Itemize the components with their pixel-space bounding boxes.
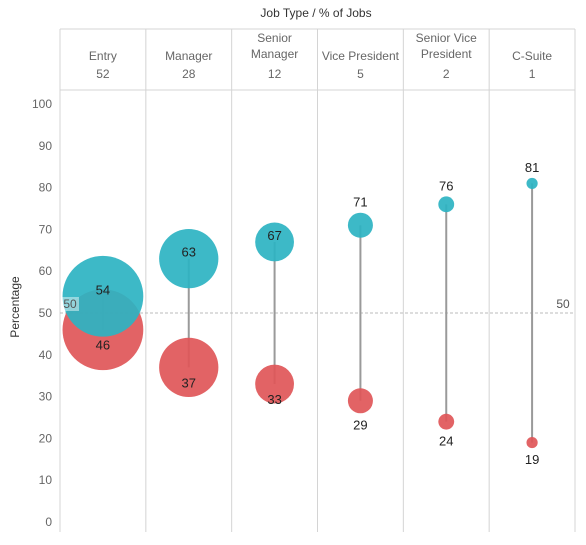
- y-tick-label: 100: [32, 97, 52, 111]
- y-tick-label: 40: [39, 348, 53, 362]
- category-label: Senior: [257, 31, 292, 45]
- category-label: Entry: [89, 49, 117, 63]
- upper-value-label: 54: [96, 282, 110, 297]
- chart-frame: [59, 28, 576, 532]
- category-share-label: 12: [268, 67, 282, 81]
- y-tick-label: 70: [39, 222, 53, 236]
- lower-value-label: 19: [525, 452, 539, 467]
- category-share-label: 2: [443, 67, 450, 81]
- column-header: Job Type / % of Jobs Entry52Manager28Sen…: [89, 6, 553, 81]
- y-axis: Percentage 0 10 20 30 40 50 60 70 80 90 100: [8, 97, 52, 529]
- category-label: Manager: [165, 49, 212, 63]
- category-label: Manager: [251, 47, 298, 61]
- upper-value-label: 71: [353, 195, 367, 210]
- y-axis-label: Percentage: [8, 276, 22, 338]
- lower-value-label: 24: [439, 434, 453, 449]
- y-tick-label: 90: [39, 139, 53, 153]
- category-share-label: 5: [357, 67, 364, 81]
- upper-value-label: 81: [525, 160, 539, 175]
- category-label: C-Suite: [512, 49, 552, 63]
- y-tick-label: 60: [39, 264, 53, 278]
- lower-value-label: 29: [353, 417, 367, 432]
- upper-value-label: 63: [182, 245, 196, 260]
- y-tick-label: 80: [39, 181, 53, 195]
- upper-point: [347, 212, 373, 238]
- upper-point: [255, 222, 294, 262]
- reference-label-bg: [61, 297, 79, 311]
- upper-point: [62, 255, 144, 337]
- category-share-label: 28: [182, 67, 196, 81]
- category-label: President: [421, 47, 472, 61]
- lower-value-label: 33: [267, 392, 281, 407]
- upper-value-label: 76: [439, 178, 453, 193]
- upper-point: [159, 229, 219, 289]
- upper-point: [438, 196, 455, 213]
- category-share-label: 1: [529, 67, 536, 81]
- lower-point: [255, 364, 294, 404]
- reference-label-left: 50: [63, 297, 77, 311]
- reference-label-right: 50: [556, 297, 570, 311]
- category-label: Vice President: [322, 49, 400, 63]
- lower-value-label: 46: [96, 338, 110, 353]
- y-tick-label: 30: [39, 390, 53, 404]
- chart-marks: [60, 177, 575, 449]
- y-tick-label: 20: [39, 431, 53, 445]
- lower-value-label: 37: [182, 375, 196, 390]
- data-labels: 54 46 63 37 67 33 71 29 76 24 81 19 50 50: [61, 160, 570, 467]
- y-tick-label: 0: [45, 515, 52, 529]
- lower-point: [159, 337, 219, 397]
- category-share-label: 52: [96, 67, 110, 81]
- upper-value-label: 67: [267, 228, 281, 243]
- y-tick-label: 50: [39, 306, 53, 320]
- category-label: Senior Vice: [416, 31, 477, 45]
- lower-point: [526, 436, 538, 449]
- upper-point: [526, 177, 538, 190]
- lower-point: [438, 413, 455, 430]
- lower-point: [347, 388, 373, 414]
- y-tick-label: 10: [39, 473, 53, 487]
- header-title: Job Type / % of Jobs: [260, 6, 371, 20]
